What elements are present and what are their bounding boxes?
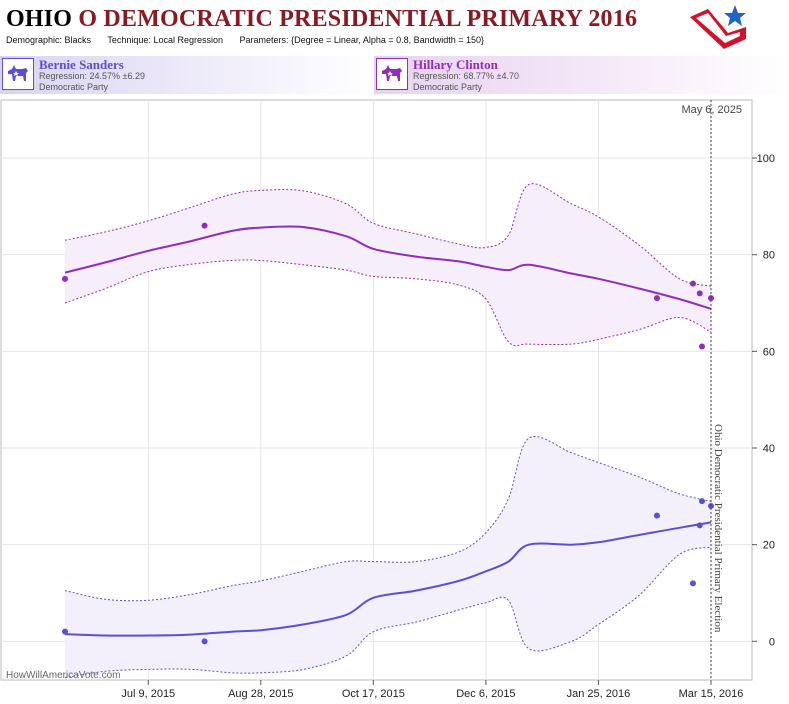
technique-value: Local Regression — [153, 35, 224, 45]
upper-bound-bernie-sanders — [64, 436, 712, 602]
poll-point-hillary-clinton[interactable] — [201, 222, 208, 229]
poll-point-hillary-clinton[interactable] — [689, 280, 696, 287]
lower-bound-bernie-sanders — [64, 546, 712, 679]
y-tick-label: 60 — [763, 346, 775, 358]
regression-line-hillary-clinton[interactable] — [64, 225, 712, 310]
poll-point-bernie-sanders[interactable] — [689, 580, 696, 587]
candidate-party: Democratic Party — [413, 82, 483, 92]
confidence-band-hillary-clinton — [65, 183, 711, 346]
x-tick-label: Jul 9, 2015 — [121, 688, 175, 700]
technique-label: Technique: — [107, 35, 151, 45]
candidate-name[interactable]: Bernie Sanders — [39, 57, 124, 72]
candidate-legend: Bernie Sanders Regression: 24.57% ±6.29 … — [0, 56, 789, 94]
demographic-value: Blacks — [64, 35, 92, 45]
demographic-label: Demographic: — [6, 35, 63, 45]
candidate-party: Democratic Party — [39, 82, 109, 92]
y-tick-label: 100 — [757, 153, 775, 165]
poll-point-bernie-sanders[interactable] — [62, 628, 68, 635]
state-name: OHIO — [6, 6, 73, 32]
current-date-label: May 6, 2025 — [681, 104, 742, 116]
poll-point-hillary-clinton[interactable] — [62, 275, 68, 282]
y-tick-label: 0 — [769, 636, 775, 648]
confidence-band-bernie-sanders — [65, 436, 711, 678]
y-tick-label: 20 — [763, 540, 775, 552]
poll-point-bernie-sanders[interactable] — [653, 512, 660, 519]
poll-point-bernie-sanders[interactable] — [696, 522, 703, 529]
confidence-bands — [64, 183, 712, 679]
poll-point-hillary-clinton[interactable] — [696, 290, 703, 297]
x-tick-label: Aug 28, 2015 — [228, 688, 293, 700]
poll-point-hillary-clinton[interactable] — [698, 343, 705, 350]
election-title: O DEMOCRATIC PRESIDENTIAL PRIMARY 2016 — [78, 6, 638, 32]
candidate-card-hillary-clinton[interactable]: Hillary Clinton Regression: 68.77% ±4.70… — [374, 56, 789, 94]
parameters-label: Parameters: — [239, 35, 289, 45]
x-tick-label: Jan 25, 2016 — [567, 688, 631, 700]
y-axis: 0 20 40 60 80 100 — [752, 153, 775, 648]
poll-point-bernie-sanders[interactable] — [201, 638, 208, 645]
election-label: Ohio Democratic Presidential Primary Ele… — [712, 424, 724, 633]
candidate-regression: Regression: 68.77% ±4.70 — [413, 71, 520, 81]
poll-point-hillary-clinton[interactable] — [708, 295, 714, 302]
x-tick-label: Mar 15, 2016 — [679, 688, 744, 700]
donkey-icon — [376, 58, 408, 90]
site-credit[interactable]: HowWillAmericaVote.com — [6, 670, 120, 681]
lower-bound-hillary-clinton — [64, 259, 712, 347]
donkey-icon — [2, 58, 34, 90]
x-tick-label: Oct 17, 2015 — [342, 688, 405, 700]
candidate-name[interactable]: Hillary Clinton — [413, 57, 498, 72]
regression-lines — [64, 225, 712, 637]
x-axis: Jul 9, 2015 Aug 28, 2015 Oct 17, 2015 Dec 6… — [121, 680, 743, 700]
poll-points — [62, 222, 714, 645]
regression-chart: 0 20 40 60 80 100 Jul 9, 2015 Aug 28, 2015 Oct … — [0, 99, 775, 700]
candidate-card-bernie-sanders[interactable]: Bernie Sanders Regression: 24.57% ±6.29 … — [0, 56, 374, 94]
y-tick-label: 40 — [763, 443, 775, 455]
poll-point-hillary-clinton[interactable] — [653, 295, 660, 302]
chart-header: OHIO O DEMOCRATIC PRESIDENTIAL PRIMARY 2… — [0, 0, 789, 54]
candidate-regression: Regression: 24.57% ±6.29 — [39, 71, 146, 81]
regression-parameters: Demographic: Blacks Technique: Local Reg… — [6, 35, 484, 45]
poll-point-bernie-sanders[interactable] — [698, 498, 705, 505]
regression-line-bernie-sanders[interactable] — [64, 521, 712, 637]
y-tick-label: 80 — [763, 250, 775, 262]
x-tick-label: Dec 6, 2015 — [456, 688, 515, 700]
site-logo-icon[interactable] — [688, 3, 750, 51]
parameters-value: {Degree = Linear, Alpha = 0.8, Bandwidth… — [291, 35, 484, 45]
chart-title: OHIO O DEMOCRATIC PRESIDENTIAL PRIMARY 2… — [6, 6, 637, 33]
